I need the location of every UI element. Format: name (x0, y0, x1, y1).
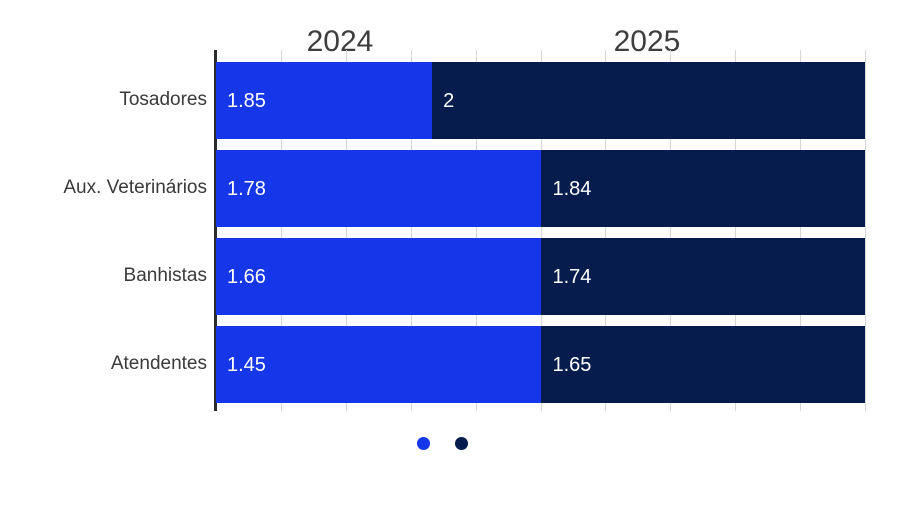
bar-track: 1.85 2 (216, 62, 865, 139)
value-label-2025: 1.74 (552, 265, 592, 288)
category-label: Tosadores (119, 89, 207, 111)
category-label: Banhistas (123, 265, 207, 287)
gridlines-layer (216, 50, 866, 411)
gridline (735, 50, 737, 411)
gridline (865, 50, 866, 411)
y-axis-line (214, 50, 217, 411)
bar-rows: Tosadores 1.85 2 Aux. Veterinários 1.78 1.84 B… (0, 62, 865, 403)
bar-segment-2024: 1.66 (216, 238, 542, 315)
legend (417, 437, 468, 450)
category-label: Aux. Veterinários (63, 177, 207, 199)
gridline (475, 50, 477, 411)
value-label-2024: 1.66 (227, 265, 266, 288)
gridline (800, 50, 802, 411)
bar-segment-2024: 1.45 (216, 326, 542, 403)
gridline (540, 50, 542, 411)
category-label: Atendentes (110, 353, 207, 375)
value-label-2025: 2 (443, 89, 455, 112)
chart-row: Tosadores 1.85 2 (0, 62, 865, 139)
chart-row: Aux. Veterinários 1.78 1.84 (0, 150, 865, 227)
column-header-2024: 2024 (306, 25, 374, 58)
bar-segment-2024: 1.78 (216, 150, 542, 227)
bar-segment-2025: 2 (432, 62, 865, 139)
chart-row: Banhistas 1.66 1.74 (0, 238, 865, 315)
value-label-2024: 1.85 (227, 89, 266, 112)
legend-dot-2024[interactable] (417, 437, 430, 450)
chart-row: Atendentes 1.45 1.65 (0, 326, 865, 403)
gridline (410, 50, 412, 411)
bar-track: 1.45 1.65 (216, 326, 865, 403)
gridline (670, 50, 672, 411)
bar-segment-2024: 1.85 (216, 62, 433, 139)
value-label-2025: 1.84 (552, 177, 592, 200)
gridline (345, 50, 347, 411)
value-label-2024: 1.78 (227, 177, 266, 200)
bar-segment-2025: 1.65 (541, 326, 865, 403)
value-label-2025: 1.65 (552, 353, 592, 376)
bar-track: 1.78 1.84 (216, 150, 865, 227)
column-header-2025: 2025 (613, 25, 681, 58)
gridline (280, 50, 282, 411)
gridline (605, 50, 607, 411)
bar-track: 1.66 1.74 (216, 238, 865, 315)
bar-segment-2025: 1.84 (541, 150, 865, 227)
value-label-2024: 1.45 (227, 353, 266, 376)
bar-segment-2025: 1.74 (541, 238, 865, 315)
legend-dot-2025[interactable] (455, 437, 468, 450)
